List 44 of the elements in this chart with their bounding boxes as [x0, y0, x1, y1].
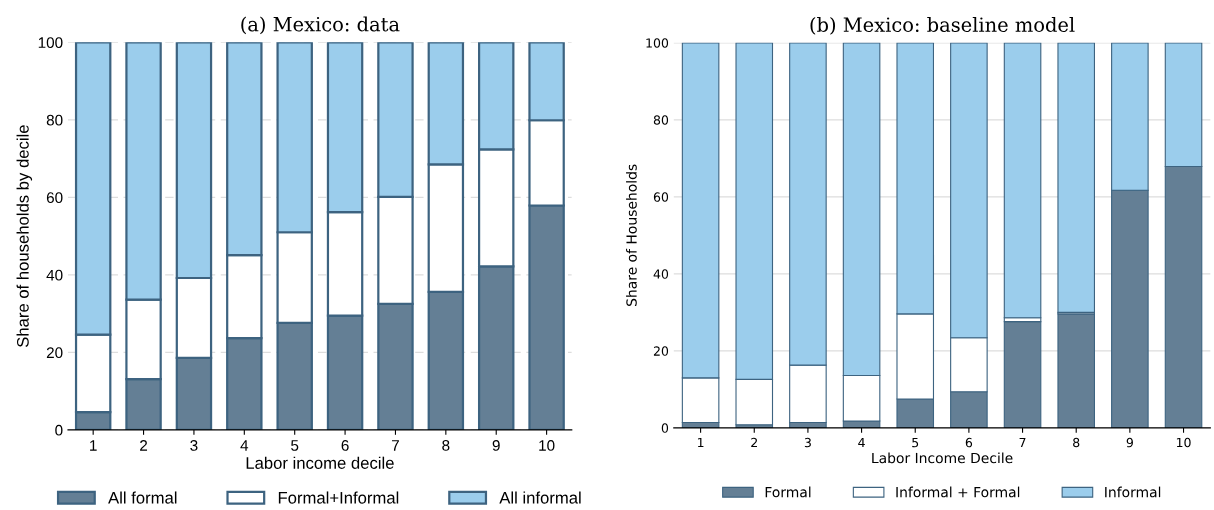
legend-label: Informal + Formal [896, 486, 1020, 498]
y-tick-label: 100 [646, 38, 669, 48]
x-tick-label: 10 [1176, 437, 1191, 448]
chart-title: (b) Mexico: baseline model [810, 16, 1075, 35]
x-tick-label: 7 [392, 440, 399, 451]
chart-title: (a) Mexico: data [241, 16, 400, 35]
y-tick-label: 0 [55, 424, 63, 436]
x-axis-title: Labor Income Decile [872, 452, 1013, 464]
y-axis-title: Share of households by decile [16, 125, 33, 348]
x-tick-label: 7 [1019, 438, 1026, 448]
x-tick-label: 3 [190, 440, 198, 451]
y-tick-label: 20 [653, 346, 669, 356]
legend-label: All formal [108, 491, 177, 504]
x-tick-label: 4 [240, 440, 249, 451]
y-tick-label: 80 [653, 115, 669, 125]
legend-label: Informal [1105, 486, 1161, 498]
legend-label: Formal+Informal [278, 491, 399, 504]
x-tick-label: 4 [858, 438, 865, 448]
x-tick-label: 5 [291, 440, 299, 451]
x-tick-label: 1 [698, 438, 704, 448]
y-tick-label: 60 [653, 192, 669, 202]
x-tick-label: 9 [492, 440, 500, 451]
x-tick-label: 6 [965, 437, 973, 448]
x-tick-label: 6 [341, 440, 349, 451]
x-tick-label: 1 [90, 440, 97, 451]
x-tick-label: 2 [751, 437, 757, 448]
x-tick-label: 10 [539, 440, 555, 451]
y-tick-label: 100 [38, 37, 63, 49]
y-tick-label: 0 [661, 423, 669, 433]
y-tick-label: 20 [46, 347, 63, 359]
legend-label: All informal [499, 491, 581, 504]
x-axis-title: Labor income decile [246, 456, 394, 469]
x-tick-label: 8 [1073, 437, 1080, 448]
legend-label: Formal [765, 486, 811, 498]
y-tick-label: 40 [653, 269, 669, 279]
x-tick-label: 2 [140, 440, 148, 451]
x-tick-label: 8 [442, 440, 450, 451]
x-tick-label: 5 [912, 438, 919, 448]
x-tick-label: 3 [804, 437, 811, 448]
y-tick-label: 40 [46, 269, 63, 281]
y-tick-label: 60 [46, 192, 63, 204]
x-tick-label: 9 [1126, 437, 1133, 448]
y-axis-title: Share of Households [626, 164, 637, 306]
y-tick-label: 80 [46, 114, 63, 126]
